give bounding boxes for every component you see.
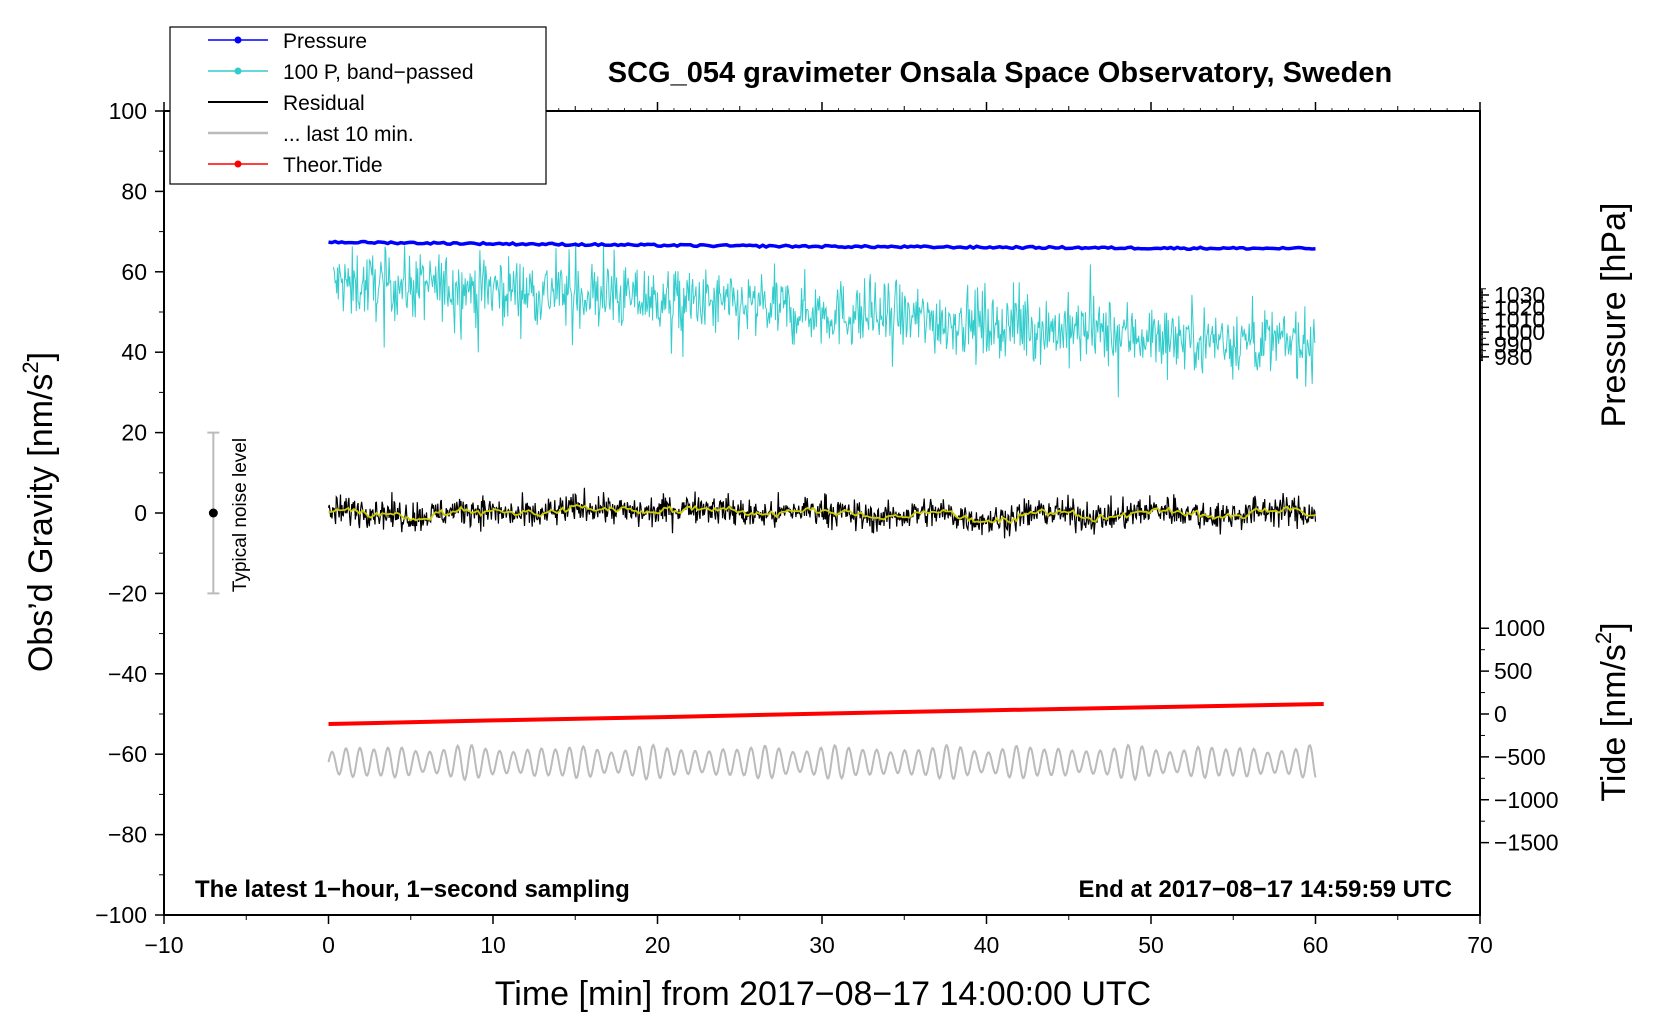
legend-label-theor-tide: Theor.Tide [283, 154, 383, 177]
y-tick-label: −60 [108, 741, 147, 767]
series-last-10-min [327, 743, 1317, 782]
y-axis-tide-ticks: −1500 −1000 −500 0 500 1000 [1480, 615, 1559, 856]
x-axis-label: Time [min] from 2017−08−17 14:00:00 UTC [495, 975, 1151, 1013]
pressure-tick-label: 1020 [1494, 294, 1545, 320]
y-tick-label: −20 [108, 580, 147, 606]
y-axis-left-label: Obs’d Gravity [nm/s2] [18, 352, 60, 672]
tide-tick-label: −1500 [1494, 830, 1559, 856]
tide-tick-label: −1000 [1494, 787, 1559, 813]
series-theor-tide [328, 702, 1324, 726]
residual-smoothed-line [328, 504, 1316, 524]
chart-title: SCG_054 gravimeter Onsala Space Observat… [608, 57, 1392, 89]
series-residual [327, 487, 1317, 539]
noise-level-label: Typical noise level [230, 438, 251, 592]
legend-marker-theor-tide [234, 160, 242, 168]
pressure-tick-label: 1010 [1494, 307, 1545, 333]
tide-tick-label: 1000 [1494, 615, 1545, 641]
y-tick-label: −100 [95, 902, 147, 928]
legend-label-pressure: Pressure [283, 30, 367, 53]
legend-marker-band-passed [234, 67, 242, 75]
pressure-tick-label: 990 [1494, 331, 1532, 357]
y-axis-left-label-close: ] [22, 352, 60, 361]
series-pressure [328, 239, 1316, 251]
y-tick-label: −40 [108, 661, 147, 687]
residual-line [327, 487, 1317, 539]
legend: Pressure 100 P, band−passed Residual ...… [169, 26, 547, 185]
tide-tick-label: 0 [1494, 701, 1507, 727]
legend-marker-pressure [234, 36, 242, 44]
y-tick-label: 80 [121, 178, 147, 204]
noise-bar-center [208, 508, 218, 518]
y-axis-tide-label-close: ] [1595, 622, 1633, 631]
x-tick-label: 50 [1138, 932, 1164, 958]
noise-level-bar [207, 431, 220, 595]
legend-item-theor-tide: Theor.Tide [208, 154, 383, 177]
tide-tick-label: −500 [1494, 744, 1546, 770]
y-tick-label: −80 [108, 822, 147, 848]
theor-tide-line [328, 702, 1324, 726]
x-tick-label: −10 [144, 932, 183, 958]
pressure-tick-label: 1030 [1494, 282, 1545, 308]
y-axis-left-ticks: −100 −80 −60 −40 −20 0 20 40 60 80 100 [95, 98, 164, 928]
legend-item-last-10-min: ... last 10 min. [208, 123, 414, 146]
x-tick-label: 10 [480, 932, 506, 958]
y-tick-label: 100 [109, 98, 147, 124]
annotation-end-time: End at 2017−08−17 14:59:59 UTC [1078, 876, 1452, 903]
y-tick-label: 60 [121, 259, 147, 285]
y-axis-left-label-sup: 2 [18, 361, 43, 373]
series-band-passed-pressure [332, 241, 1316, 398]
x-tick-label: 20 [645, 932, 671, 958]
y-tick-label: 40 [121, 339, 147, 365]
y-tick-label: 0 [134, 500, 147, 526]
x-tick-label: 0 [322, 932, 335, 958]
legend-item-band-passed: 100 P, band−passed [208, 61, 474, 84]
legend-label-residual: Residual [283, 92, 365, 115]
legend-label-last-10-min: ... last 10 min. [283, 123, 414, 146]
tide-tick-label: 500 [1494, 658, 1532, 684]
y-axis-left-label-text: Obs’d Gravity [nm/s [22, 374, 60, 673]
y-tick-label: 20 [121, 420, 147, 446]
x-axis-ticks: −10 0 10 20 30 40 50 60 70 [144, 102, 1493, 958]
legend-box [169, 26, 547, 185]
x-tick-label: 30 [809, 932, 835, 958]
x-tick-label: 70 [1467, 932, 1493, 958]
y-axis-tide-label-text: Tide [nm/s [1595, 644, 1633, 801]
y-axis-tide-label-sup: 2 [1591, 632, 1616, 644]
pressure-tick-label: 1000 [1494, 319, 1545, 345]
y-axis-tide-label: Tide [nm/s2] [1591, 622, 1633, 801]
last-10-min-line [327, 743, 1317, 782]
pressure-line [328, 239, 1316, 251]
legend-item-pressure: Pressure [208, 30, 367, 53]
band-passed-line [332, 241, 1316, 398]
legend-label-band-passed: 100 P, band−passed [283, 61, 474, 84]
x-tick-label: 60 [1303, 932, 1329, 958]
annotation-sampling: The latest 1−hour, 1−second sampling [195, 876, 630, 903]
x-tick-label: 40 [974, 932, 1000, 958]
y-axis-pressure-label: Pressure [hPa] [1595, 203, 1633, 428]
series-residual-smoothed [328, 504, 1316, 524]
pressure-tick-label: 980 [1494, 344, 1532, 370]
legend-item-residual: Residual [208, 92, 365, 115]
